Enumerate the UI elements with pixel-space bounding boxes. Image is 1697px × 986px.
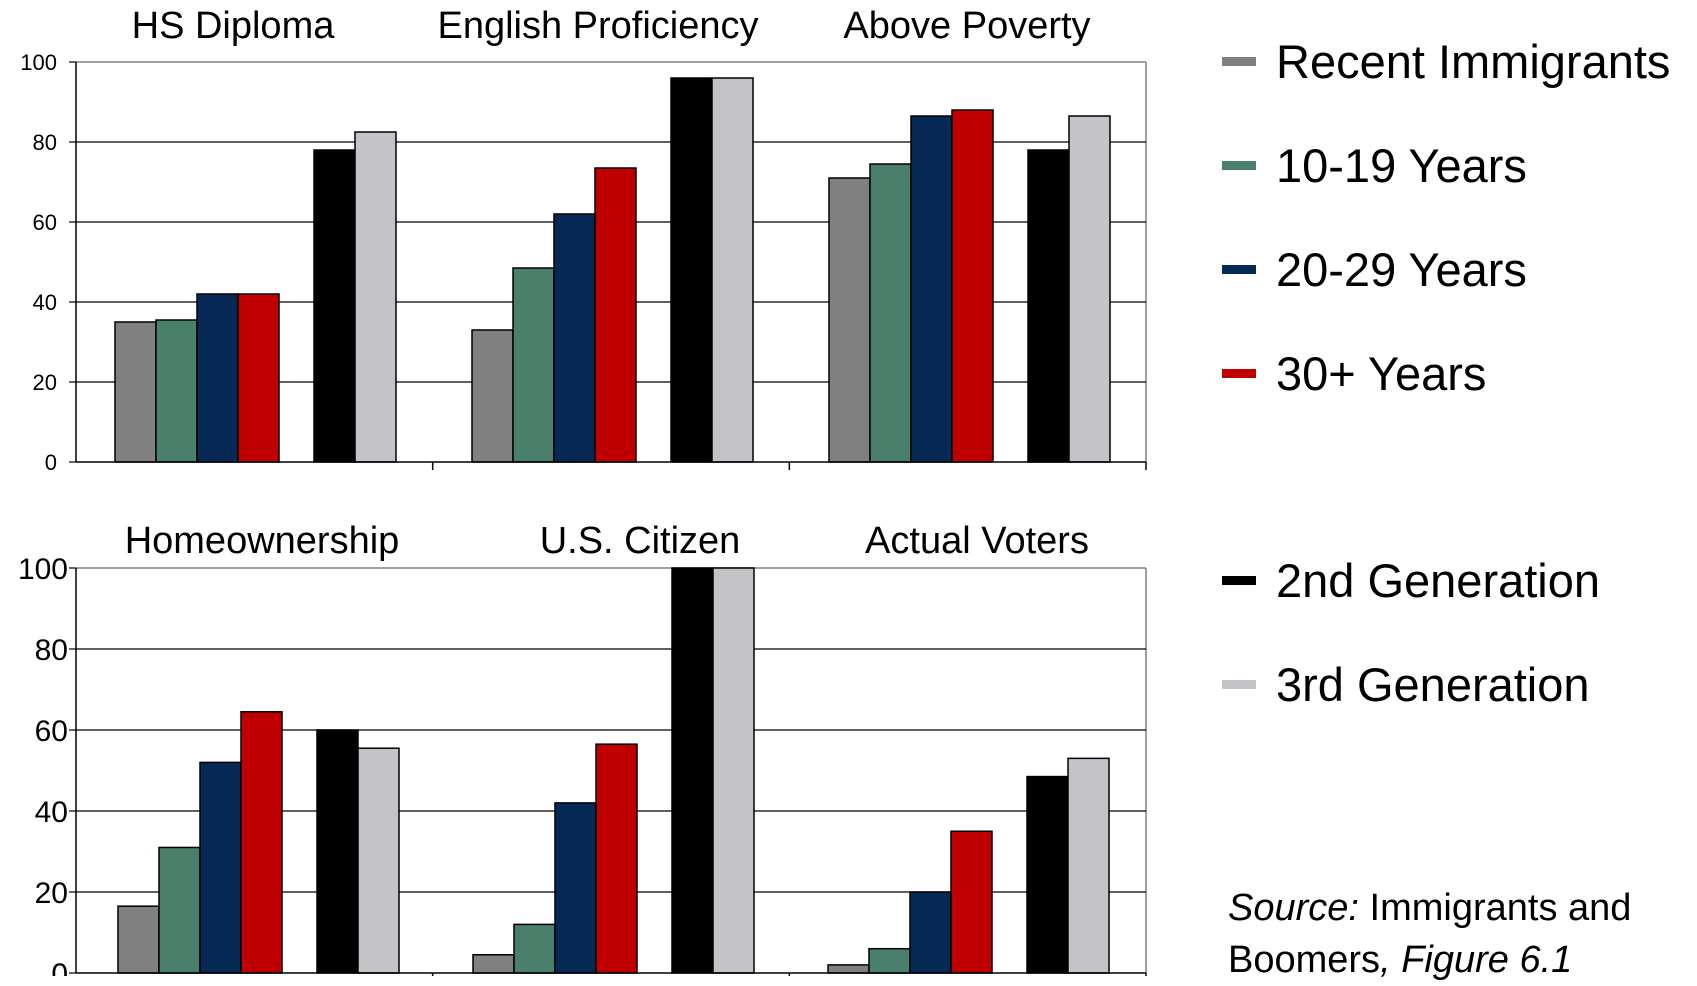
- legend-label-2nd-generation: 2nd Generation: [1276, 553, 1601, 607]
- legend-swatch-2nd-generation: [1222, 575, 1256, 585]
- y-tick-label-100: 100: [18, 553, 68, 586]
- y-tick-label-60: 60: [33, 210, 57, 235]
- y-tick-label-20: 20: [33, 370, 57, 395]
- bar-u-s-citizen-10-19-years: [513, 923, 556, 974]
- bar-homeownership-30-years: [240, 711, 283, 974]
- bar-above-poverty-20-29-years: [910, 115, 953, 463]
- bar-homeownership-10-19-years: [158, 846, 201, 974]
- source-comma: ,: [1380, 939, 1391, 981]
- y-tick-label-0: 0: [51, 958, 68, 976]
- source-title-b: Boomers: [1228, 939, 1381, 981]
- legend-label-recent-immigrants: Recent Immigrants: [1276, 34, 1671, 88]
- legend-item-recent-immigrants: Recent Immigrants: [1222, 31, 1670, 91]
- legend-item-30-plus-years: 30+ Years: [1222, 343, 1486, 403]
- chart-panel-top: 0 20 40 60 80 100 HS Diploma English Proficienc…: [20, 5, 1147, 475]
- source-line-1: Source: Immigrants and: [1228, 882, 1631, 934]
- bar-hs-diploma-2nd-generation: [313, 149, 356, 463]
- bar-english-proficiency-30-years: [594, 167, 637, 463]
- bar-english-proficiency-3rd-generation: [711, 77, 754, 463]
- bar-u-s-citizen-20-29-years: [554, 802, 597, 974]
- bar-above-poverty-2nd-generation: [1027, 149, 1070, 463]
- y-tick-label-0: 0: [45, 450, 57, 475]
- category-title-u-s-citizen: U.S. Citizen: [540, 520, 741, 562]
- bar-hs-diploma-10-19-years: [155, 319, 198, 463]
- bar-english-proficiency-10-19-years: [512, 267, 555, 463]
- legend-item-3rd-generation: 3rd Generation: [1222, 654, 1590, 714]
- bar-homeownership-20-29-years: [199, 761, 242, 974]
- y-tick-label-40: 40: [35, 796, 68, 829]
- bar-hs-diploma-recent-immigrants: [114, 321, 157, 463]
- legend-item-10-19-years: 10-19 Years: [1222, 135, 1527, 195]
- chart-panel-bottom: 0 20 40 60 80 100 Homeownership U.S. Citizen Act…: [18, 520, 1147, 976]
- y-tick-label-40: 40: [33, 290, 57, 315]
- bar-u-s-citizen-2nd-generation: [671, 567, 714, 974]
- bar-actual-voters-20-29-years: [909, 891, 952, 974]
- bar-actual-voters-10-19-years: [868, 947, 911, 974]
- y-tick-label-80: 80: [35, 634, 68, 667]
- bar-above-poverty-30-years: [951, 109, 994, 463]
- bar-u-s-citizen-recent-immigrants: [472, 954, 515, 974]
- bar-u-s-citizen-3rd-generation: [712, 567, 755, 974]
- chart: 0 20 40 60 80 100 HS Diploma English Proficienc…: [18, 5, 1147, 976]
- legend-item-20-29-years: 20-29 Years: [1222, 239, 1527, 299]
- legend-label-20-29-years: 20-29 Years: [1276, 242, 1527, 296]
- bar-actual-voters-2nd-generation: [1026, 775, 1069, 974]
- source-title-a: Immigrants and: [1369, 887, 1632, 929]
- bar-above-poverty-3rd-generation: [1068, 115, 1111, 463]
- legend-label-10-19-years: 10-19 Years: [1276, 138, 1527, 192]
- category-title-actual-voters: Actual Voters: [865, 520, 1089, 562]
- bar-above-poverty-recent-immigrants: [828, 177, 871, 463]
- bar-homeownership-2nd-generation: [316, 729, 359, 974]
- y-tick-label-100: 100: [20, 50, 57, 75]
- bar-homeownership-3rd-generation: [357, 747, 400, 974]
- legend: Recent Immigrants 10-19 Years 20-29 Year…: [1222, 0, 1692, 976]
- category-title-homeownership: Homeownership: [125, 520, 400, 562]
- bar-english-proficiency-recent-immigrants: [471, 329, 514, 463]
- source-line-2: Boomers, Figure 6.1: [1228, 934, 1631, 986]
- source-figure: Figure 6.1: [1401, 939, 1573, 981]
- legend-label-30-plus-years: 30+ Years: [1276, 346, 1487, 400]
- legend-item-2nd-generation: 2nd Generation: [1222, 550, 1600, 610]
- bar-actual-voters-30-years: [950, 830, 993, 974]
- y-tick-label-80: 80: [33, 130, 57, 155]
- category-title-above-poverty: Above Poverty: [843, 5, 1090, 47]
- bar-hs-diploma-20-29-years: [196, 293, 239, 463]
- source-label: Source:: [1228, 887, 1359, 929]
- bar-english-proficiency-20-29-years: [553, 213, 596, 463]
- legend-swatch-20-29-years: [1222, 264, 1256, 274]
- bar-actual-voters-3rd-generation: [1067, 757, 1110, 974]
- bar-hs-diploma-30-years: [237, 293, 280, 463]
- y-tick-label-20: 20: [35, 877, 68, 910]
- category-title-english-proficiency: English Proficiency: [437, 5, 758, 47]
- category-title-hs-diploma: HS Diploma: [132, 5, 336, 47]
- source-note: Source: Immigrants and Boomers, Figure 6…: [1228, 882, 1631, 986]
- bar-homeownership-recent-immigrants: [117, 905, 160, 974]
- legend-swatch-30-plus-years: [1222, 368, 1256, 378]
- bar-english-proficiency-2nd-generation: [670, 77, 713, 463]
- legend-swatch-3rd-generation: [1222, 679, 1256, 689]
- bar-hs-diploma-3rd-generation: [354, 131, 397, 463]
- bar-above-poverty-10-19-years: [869, 163, 912, 463]
- y-tick-label-60: 60: [35, 715, 68, 748]
- legend-label-3rd-generation: 3rd Generation: [1276, 657, 1590, 711]
- bar-u-s-citizen-30-years: [595, 743, 638, 974]
- legend-swatch-10-19-years: [1222, 160, 1256, 170]
- bar-actual-voters-recent-immigrants: [827, 964, 870, 974]
- legend-swatch-recent-immigrants: [1222, 56, 1256, 66]
